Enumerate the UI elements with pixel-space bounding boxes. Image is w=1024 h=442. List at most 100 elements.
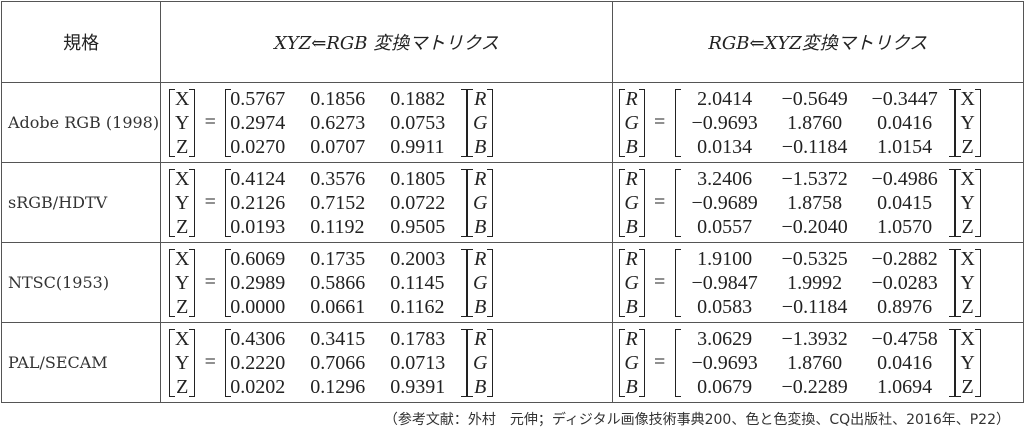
matrix-cell: 0.1805: [390, 167, 446, 190]
vector-element: R: [625, 167, 638, 190]
matrix-cell: 0.0713: [390, 351, 446, 374]
matrix-cell: 0.2003: [390, 247, 446, 270]
vector-element: B: [625, 135, 638, 158]
vector-element: B: [625, 295, 638, 318]
matrix-cell: −1.3932: [781, 327, 848, 350]
vector-element: G: [624, 191, 639, 214]
vector-element: R: [474, 167, 487, 190]
matrix-cell: 0.4306: [230, 327, 286, 350]
matrix-cell: 0.6273: [310, 111, 366, 134]
matrix-equation: R G B = 3.0629 −1.3932 −0.4758 −0.9693 1.8760 0.0…: [618, 327, 1023, 399]
equals-sign: =: [204, 191, 216, 213]
header-row: 規格 XYZ⇐RGB 変換マトリクス RGB⇐XYZ変換マトリクス: [0, 1, 1024, 83]
matrix-cell: 0.0415: [877, 191, 933, 214]
table-body: Adobe RGB (1998) X Y Z = 0.5767 0.1856 0.1882 0.…: [0, 82, 1024, 403]
vector-element: Y: [175, 191, 190, 214]
matrix-cell: 0.1296: [310, 375, 366, 398]
matrix-cell: −0.2040: [781, 215, 848, 238]
matrix-cell: 0.9911: [390, 135, 445, 158]
vector-element: Y: [175, 351, 190, 374]
xyz-from-rgb-cell: X Y Z = 0.5767 0.1856 0.1882 0.2974 0.6273 0.0753…: [160, 82, 613, 163]
standard-name: NTSC(1953): [0, 242, 162, 323]
reference-caption: （参考文献：外村 元伸；ディジタル画像技術事典200、色と色変換、CQ出版社、2…: [383, 412, 1010, 428]
vector-element: R: [625, 247, 638, 270]
header-xyz-from-rgb: XYZ⇐RGB 変換マトリクス: [160, 1, 613, 83]
matrix-cell: 2.0414: [697, 87, 753, 110]
matrix-cell: 0.2126: [230, 191, 286, 214]
rgb-from-xyz-cell: R G B = 3.0629 −1.3932 −0.4758 −0.9693 1.8760 0.0…: [611, 322, 1024, 403]
matrix-cell: 0.9391: [390, 375, 446, 398]
vector-element: B: [625, 215, 638, 238]
matrix-cell: 0.5767: [230, 87, 286, 110]
matrix-cell: 0.0661: [310, 295, 366, 318]
xyz-from-rgb-cell: X Y Z = 0.4124 0.3576 0.1805 0.2126 0.7152 0.0722…: [160, 162, 613, 243]
matrix-cell: 1.0570: [877, 215, 933, 238]
matrix-cell: 1.0694: [877, 375, 933, 398]
matrix-cell: 0.0193: [230, 215, 286, 238]
matrix-cell: −0.4758: [871, 327, 938, 350]
standard-name: PAL/SECAM: [0, 322, 162, 403]
matrix-equation: X Y Z = 0.4306 0.3415 0.1783 0.2220 0.7066 0.0713…: [169, 327, 611, 399]
matrix-cell: 3.2406: [697, 167, 753, 190]
vector-element: Y: [175, 111, 190, 134]
matrix-rgb_from_xyz: 1.9100 −0.5325 −0.2882 −0.9847 1.9992 −0.0283…: [674, 247, 955, 319]
vector-element: X: [960, 247, 975, 270]
vector-element: G: [473, 351, 488, 374]
matrix-equation: R G B = 3.2406 −1.5372 −0.4986 −0.9689 1.8758 0.0…: [618, 167, 1023, 239]
matrix-xyz_from_rgb: 0.6069 0.1735 0.2003 0.2989 0.5866 0.1145 0.00…: [225, 247, 468, 319]
vector-element: Z: [961, 295, 974, 318]
matrix-cell: 0.2974: [230, 111, 286, 134]
vector-element: R: [625, 87, 638, 110]
matrix-cell: 0.0753: [390, 111, 446, 134]
matrix-cell: 0.4124: [230, 167, 286, 190]
matrix-cell: 0.0416: [877, 111, 933, 134]
vector-element: Z: [176, 215, 189, 238]
vector-element: Z: [961, 135, 974, 158]
matrix-cell: −0.9689: [691, 191, 758, 214]
matrix-cell: 0.0202: [230, 375, 286, 398]
rgb-from-xyz-cell: R G B = 1.9100 −0.5325 −0.2882 −0.9847 1.9992 −0.…: [611, 242, 1024, 323]
header-rgb-from-xyz: RGB⇐XYZ変換マトリクス: [611, 1, 1024, 83]
matrix-equation: X Y Z = 0.6069 0.1735 0.2003 0.2989 0.5866 0.1145…: [169, 247, 611, 319]
vector-element: Y: [960, 111, 975, 134]
matrix-cell: −0.3447: [871, 87, 938, 110]
vector-element: G: [473, 111, 488, 134]
vector-element: Y: [960, 271, 975, 294]
header-standard: 規格: [0, 1, 162, 83]
matrix-cell: 0.0707: [310, 135, 366, 158]
vector-element: G: [473, 271, 488, 294]
matrix-cell: 0.0134: [697, 135, 753, 158]
color-matrix-table: 規格 XYZ⇐RGB 変換マトリクス RGB⇐XYZ変換マトリクス Adobe …: [0, 1, 1024, 403]
vector-element: Y: [175, 271, 190, 294]
matrix-xyz_from_rgb: 0.4124 0.3576 0.1805 0.2126 0.7152 0.0722 0.01…: [225, 167, 468, 239]
matrix-cell: 0.7152: [310, 191, 366, 214]
matrix-cell: 0.0679: [697, 375, 753, 398]
matrix-cell: −0.9847: [691, 271, 758, 294]
matrix-cell: 1.9992: [787, 271, 843, 294]
vector-element: Y: [960, 351, 975, 374]
matrix-cell: 1.0154: [877, 135, 933, 158]
vector-element: B: [474, 375, 487, 398]
matrix-cell: 0.0270: [230, 135, 286, 158]
matrix-equation: X Y Z = 0.4124 0.3576 0.1805 0.2126 0.7152 0.0722…: [169, 167, 611, 239]
matrix-cell: −0.5649: [781, 87, 848, 110]
matrix-cell: 0.1783: [390, 327, 446, 350]
equals-sign: =: [204, 271, 216, 293]
vector-element: Y: [960, 191, 975, 214]
matrix-cell: −0.4986: [871, 167, 938, 190]
standard-name: Adobe RGB (1998): [0, 82, 162, 163]
matrix-cell: −0.9693: [691, 111, 758, 134]
matrix-rgb_from_xyz: 3.0629 −1.3932 −0.4758 −0.9693 1.8760 0.0416 0…: [674, 327, 955, 399]
vector-element: G: [624, 111, 639, 134]
table-row: Adobe RGB (1998) X Y Z = 0.5767 0.1856 0.1882 0.…: [0, 82, 1024, 163]
matrix-cell: 0.2220: [230, 351, 286, 374]
table-row: NTSC(1953) X Y Z = 0.6069 0.1735 0.2003 0.2989 0.…: [0, 242, 1024, 323]
matrix-cell: −0.9693: [691, 351, 758, 374]
